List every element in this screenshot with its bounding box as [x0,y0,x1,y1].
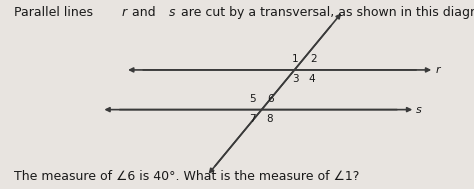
Text: r: r [121,6,127,19]
Text: The measure of ∠6 is 40°. What is the measure of ∠1?: The measure of ∠6 is 40°. What is the me… [14,170,360,183]
Text: 6: 6 [267,94,274,104]
Text: 8: 8 [266,114,273,124]
Text: 2: 2 [310,54,317,64]
Text: and: and [128,6,160,19]
Text: 4: 4 [309,74,316,84]
Text: are cut by a transversal, as shown in this diagram.: are cut by a transversal, as shown in th… [177,6,474,19]
Text: Parallel lines: Parallel lines [14,6,97,19]
Text: 7: 7 [249,114,256,124]
Text: s: s [416,105,422,115]
Text: 3: 3 [292,74,299,84]
Text: 5: 5 [249,94,256,104]
Text: r: r [435,65,440,75]
Text: 1: 1 [292,54,299,64]
Text: s: s [169,6,175,19]
